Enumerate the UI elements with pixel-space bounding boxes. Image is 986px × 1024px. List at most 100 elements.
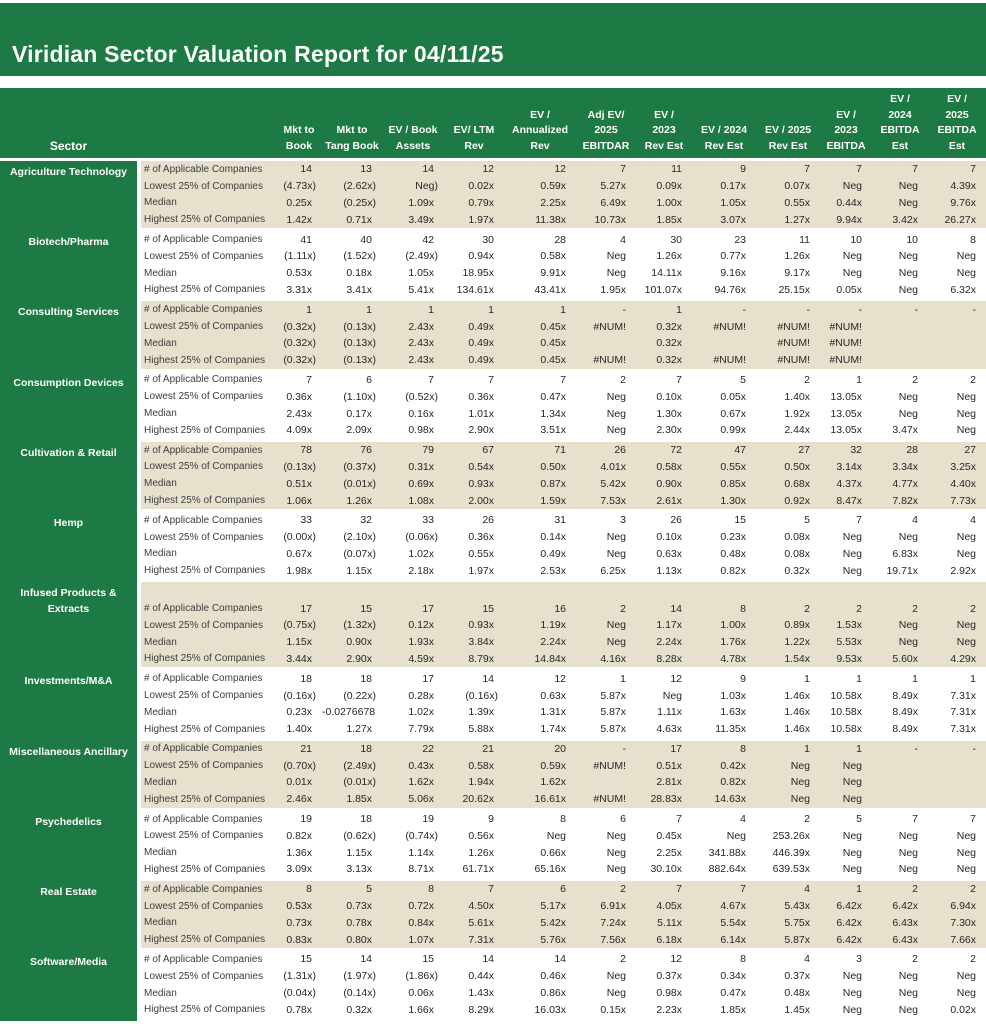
value-cell: 1.17x [656, 619, 682, 632]
value-cell: 8 [560, 813, 566, 826]
value-cell: (0.37x) [343, 460, 376, 473]
value-cell: 0.32x [346, 1003, 372, 1016]
value-cell: (0.75x) [283, 619, 316, 632]
value-cell: (1.11x) [284, 250, 316, 263]
value-cell: 6.43x [892, 916, 918, 929]
value-cell: Neg [898, 863, 918, 876]
sector-rows: # of Applicable Companies 17 15 17 15 16 2 14 8… [141, 582, 986, 671]
value-cell: 2 [912, 953, 918, 966]
table-row: Median 0.01x (0.01x) 1.62x 1.94x 1.62x 2.81x 0… [141, 774, 986, 791]
value-cell: 5.87x [784, 933, 810, 946]
value-cell: 9 [740, 672, 746, 685]
row-label: # of Applicable Companies [144, 163, 263, 175]
table-row: # of Applicable Companies 19 18 19 9 8 6 7 4 2 5 7… [141, 811, 986, 828]
row-label: Lowest 25% of Companies [144, 180, 263, 192]
value-cell: (2.49x) [405, 250, 438, 263]
value-cell: (0.01x) [343, 776, 376, 789]
value-cell: 0.53x [286, 267, 312, 280]
value-cell: 2 [970, 883, 976, 896]
sector-block: Cultivation & Retail # of Applicable Com… [0, 441, 986, 512]
value-cell: 28.83x [650, 793, 682, 806]
value-cell: 7 [970, 163, 976, 176]
value-cell: 1.15x [346, 564, 372, 577]
value-cell: 1.26x [468, 846, 494, 859]
value-cell: 1.05x [720, 196, 746, 209]
value-cell: 19 [300, 813, 312, 826]
value-cell: Neg [898, 407, 918, 420]
value-cell: 79 [422, 444, 434, 457]
value-cell: 1.26x [784, 250, 810, 263]
value-cell: 0.01x [286, 776, 312, 789]
value-cell: 6.32x [950, 283, 976, 296]
value-cell: 1.15x [346, 846, 372, 859]
value-cell: 0.68x [784, 477, 810, 490]
value-cell: 0.53x [286, 900, 312, 913]
value-cell: 0.05x [720, 390, 746, 403]
value-cell: 1 [804, 742, 810, 755]
value-cell: 2 [620, 883, 626, 896]
value-cell: 1.46x [784, 706, 810, 719]
value-cell: 0.08x [784, 547, 810, 560]
value-cell: #NUM! [829, 337, 862, 350]
value-cell: 0.46x [540, 970, 566, 983]
value-cell: 7.79x [408, 723, 434, 736]
table-row: # of Applicable Companies 18 18 17 14 12 1 12 9… [141, 670, 986, 687]
row-label: # of Applicable Companies [144, 304, 263, 316]
value-cell: Neg [842, 793, 862, 806]
row-label: Highest 25% of Companies [144, 863, 266, 875]
row-label: Lowest 25% of Companies [144, 619, 263, 631]
row-label: # of Applicable Companies [144, 743, 263, 755]
value-cell: 0.49x [468, 337, 494, 350]
value-cell: - [972, 303, 977, 316]
row-label: Highest 25% of Companies [144, 934, 266, 946]
value-cell: 5.88x [468, 723, 494, 736]
value-cell: 1.85x [720, 1003, 746, 1016]
value-cell: 16.03x [534, 1003, 566, 1016]
value-cell: 0.12x [408, 619, 434, 632]
value-cell: (1.97x) [343, 970, 376, 983]
value-cell: 20 [554, 742, 566, 755]
value-cell: #NUM! [713, 354, 746, 367]
value-cell: 0.42x [720, 759, 746, 772]
value-cell: 9 [740, 163, 746, 176]
value-cell: 6 [620, 813, 626, 826]
value-cell: 2.53x [540, 564, 566, 577]
value-cell: 0.15x [600, 1003, 626, 1016]
table-row: Lowest 25% of Companies (0.75x) (1.32x) 0.… [141, 617, 986, 634]
value-cell: 31 [554, 514, 566, 527]
value-cell: 18 [360, 813, 372, 826]
value-cell: 0.16x [408, 407, 434, 420]
sector-block: Miscellaneous Ancillary # of Applicable … [0, 740, 986, 811]
table-row: Median 0.73x 0.78x 0.84x 5.61x 5.42x 7.24x 5.1… [141, 914, 986, 931]
value-cell: 32 [850, 444, 862, 457]
row-label: Median [144, 636, 177, 648]
value-cell: 1.26x [656, 250, 682, 263]
value-cell: 1 [856, 742, 862, 755]
value-cell: 1.93x [408, 636, 434, 649]
value-cell: 2 [856, 602, 862, 615]
value-cell: 8 [428, 883, 434, 896]
row-label: Median [144, 548, 177, 560]
table-row: Highest 25% of Companies 1.40x 1.27x 7.79x… [141, 721, 986, 738]
value-cell: 4.29x [950, 652, 976, 665]
value-cell: 0.49x [468, 354, 494, 367]
value-cell: 12 [670, 953, 682, 966]
value-cell: 0.47x [720, 987, 746, 1000]
value-cell: Neg [956, 407, 976, 420]
value-cell: 26 [482, 514, 494, 527]
value-cell: 1.98x [286, 564, 312, 577]
value-cell: 3.31x [286, 283, 312, 296]
value-cell: 1.14x [408, 846, 434, 859]
sector-rows: # of Applicable Companies 1 1 1 1 1 - 1 - - - - - L… [141, 301, 986, 372]
value-cell: 1.00x [720, 619, 746, 632]
value-cell: 0.05x [836, 283, 862, 296]
value-cell: 0.93x [468, 619, 494, 632]
value-cell: - [622, 742, 627, 755]
value-cell: (0.13x) [283, 460, 316, 473]
value-cell: - [742, 303, 747, 316]
value-cell: 1.02x [408, 706, 434, 719]
value-cell: 26.27x [944, 213, 976, 226]
table-row: Highest 25% of Companies 3.31x 3.41x 5.41x… [141, 282, 986, 299]
table-body: Agriculture Technology # of Applicable C… [0, 161, 986, 1022]
